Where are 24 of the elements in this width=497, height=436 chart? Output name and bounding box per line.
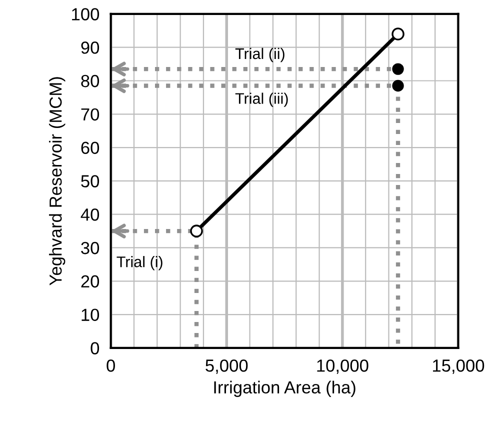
annotation: Trial (iii) [235, 92, 288, 107]
annotation: Trial (i) [116, 256, 162, 270]
y-tick-label: 40 [80, 208, 100, 221]
x-axis-title: Irrigation Area (ha) [214, 380, 356, 397]
point [392, 63, 404, 75]
point [190, 224, 203, 238]
y-tick-label: 0 [90, 342, 100, 354]
y-tick-label: 50 [81, 175, 100, 188]
y-tick-label: 100 [72, 8, 100, 20]
y-axis-title: Yeghvard Reservoir (MCM) [49, 77, 66, 286]
y-tick-label: 80 [81, 74, 100, 88]
y-tick-label: 70 [81, 108, 100, 121]
x-tick-label: 0 [106, 360, 115, 372]
x-tick-label: 10,000 [317, 360, 368, 374]
x-tick-label: 5,000 [206, 360, 248, 374]
annotation: Trial (ii) [235, 48, 284, 62]
y-tick-label: 60 [81, 142, 100, 154]
point [392, 80, 404, 92]
y-tick-label: 90 [81, 42, 100, 54]
point [392, 28, 404, 40]
y-tick-label: 20 [81, 275, 100, 288]
x-tick-label: 15,000 [433, 360, 484, 374]
y-tick-label: 10 [82, 308, 100, 321]
y-tick-label: 30 [81, 242, 100, 254]
